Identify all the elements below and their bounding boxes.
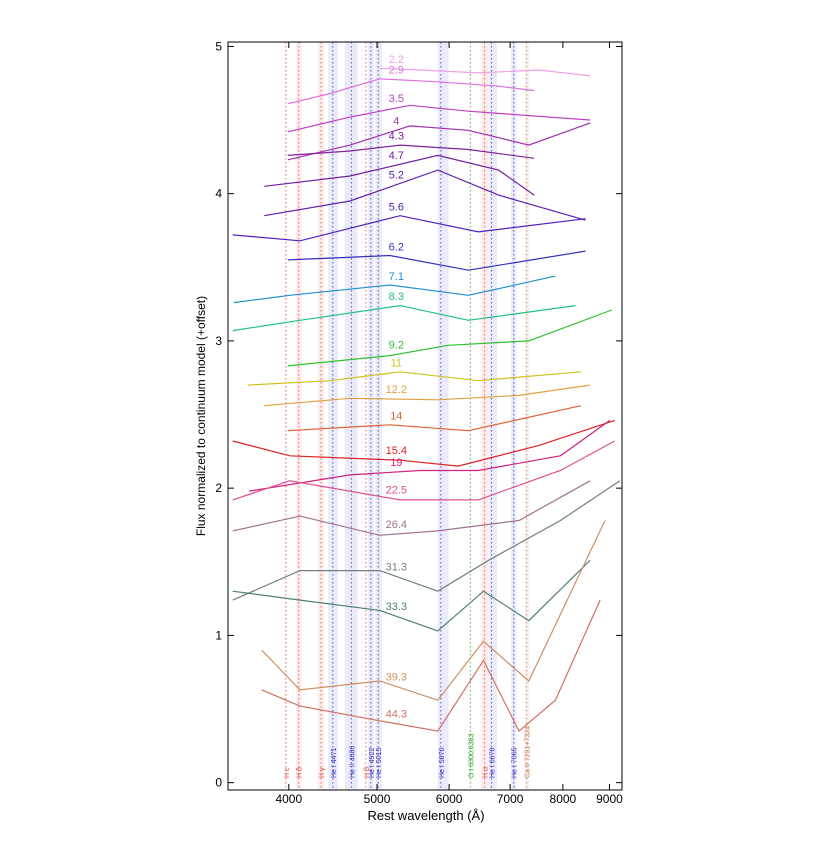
spectrum-line — [287, 309, 612, 367]
series-label: 4.3 — [389, 131, 404, 143]
feature-band — [375, 42, 382, 790]
feature-label: He I 7065 — [512, 748, 519, 778]
feature-label: H ε — [284, 768, 291, 778]
plot-area — [232, 42, 621, 790]
feature-label: H β — [364, 767, 371, 778]
series-label: 12.2 — [386, 384, 407, 396]
series-label: 3.5 — [389, 93, 404, 105]
series-label: 4 — [393, 115, 399, 127]
y-tick-label: 1 — [215, 628, 222, 642]
y-axis-label: Flux normalized to continuum model (+off… — [194, 296, 208, 536]
series-label: 31.3 — [386, 561, 407, 573]
spectrum-line — [233, 275, 556, 304]
series-label: 2.2 — [389, 54, 404, 66]
spectrum-line — [247, 371, 581, 386]
feature-band — [296, 42, 302, 790]
spectrum-line — [232, 480, 591, 536]
feature-label: H γ — [319, 767, 326, 778]
feature-label: He II 4686 — [349, 746, 356, 778]
x-tick-label: 7000 — [497, 792, 524, 806]
series-label: 39.3 — [386, 671, 407, 683]
y-tick-label: 3 — [215, 334, 222, 348]
spectrum-line — [287, 144, 535, 159]
feature-label: He I 6678 — [489, 748, 496, 778]
spectrum-line — [232, 440, 615, 501]
feature-label: O I 6300,6363 — [468, 734, 475, 778]
x-tick-label: 5000 — [364, 792, 391, 806]
series-label: 7.1 — [389, 271, 404, 283]
series-label: 26.4 — [386, 519, 407, 531]
y-tick-label: 0 — [215, 776, 222, 790]
feature-label: H δ — [297, 767, 304, 778]
spectrum-line — [287, 78, 535, 105]
x-tick-label: 8000 — [550, 792, 577, 806]
feature-label: He I 4922 — [369, 748, 376, 778]
spectrum-line — [232, 215, 586, 242]
y-tick-label: 5 — [215, 39, 222, 53]
feature-label: He I 5015 — [376, 748, 383, 778]
spectrum-line — [232, 419, 615, 467]
spectrum-line — [232, 304, 576, 332]
series-label: 8.3 — [389, 291, 404, 303]
feature-label: He I 5876 — [439, 748, 446, 778]
series-label: 4.7 — [389, 150, 404, 162]
spectrum-line — [232, 480, 621, 601]
spectrum-line — [261, 599, 601, 733]
x-tick-label: 4000 — [275, 792, 302, 806]
series-label: 5.2 — [389, 170, 404, 182]
series-label: 14 — [390, 410, 402, 422]
spectrum-line — [264, 384, 591, 407]
feature-band — [525, 42, 530, 790]
series-label: 2.9 — [389, 65, 404, 77]
spectrum-line — [287, 104, 591, 133]
feature-band — [328, 42, 338, 790]
feature-label: He I 4471 — [331, 748, 338, 778]
feature-band — [489, 42, 497, 790]
series-label: 9.2 — [389, 339, 404, 351]
spectrum-line — [287, 405, 581, 432]
x-axis-label: Rest wavelength (Å) — [367, 808, 484, 823]
feature-band — [317, 42, 325, 790]
series-label: 5.6 — [389, 202, 404, 214]
feature-band — [511, 42, 517, 790]
feature-band — [480, 42, 489, 790]
x-tick-label: 9000 — [596, 792, 623, 806]
series-label: 22.5 — [386, 484, 407, 496]
series-label: 15.4 — [386, 445, 407, 457]
spectrum-line — [249, 419, 611, 492]
y-tick-label: 4 — [215, 187, 222, 201]
series-label: 11 — [391, 357, 402, 369]
spectrum-line — [232, 559, 591, 632]
spectrum-line — [264, 169, 586, 221]
series-label: 44.3 — [386, 709, 407, 721]
spectrum-line — [287, 122, 591, 161]
feature-label: H α — [483, 767, 490, 778]
series-label: 6.2 — [389, 242, 404, 254]
spectrum-line — [287, 250, 586, 271]
spectrum-line — [264, 154, 535, 196]
plot-frame — [227, 41, 623, 791]
feature-label: Ca II 7291+7324 — [525, 726, 532, 778]
feature-band — [437, 42, 449, 790]
feature-band — [368, 42, 374, 790]
spectrum-line — [261, 520, 606, 701]
x-tick-label: 6000 — [436, 792, 463, 806]
spectrum-line — [379, 67, 591, 77]
y-tick-label: 2 — [215, 481, 222, 495]
series-label: 33.3 — [386, 601, 407, 613]
series-label: 19 — [390, 457, 402, 469]
